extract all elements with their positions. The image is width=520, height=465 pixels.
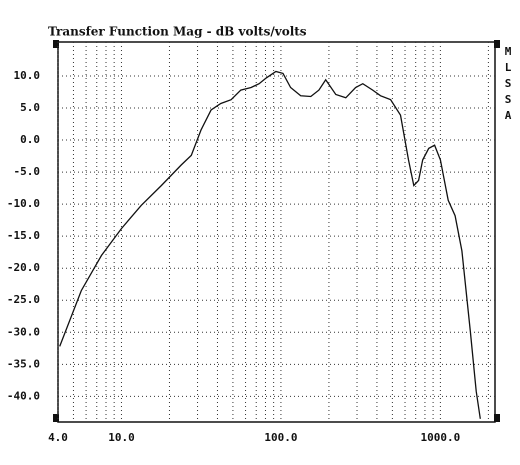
y-tick-label: -10.0	[7, 197, 40, 210]
y-tick-label: -40.0	[7, 389, 40, 402]
y-tick-label: -25.0	[7, 293, 40, 306]
side-label: S	[505, 93, 512, 106]
y-tick-label: 0.0	[20, 133, 40, 146]
corner	[494, 414, 500, 422]
plot-frame	[57, 41, 496, 423]
x-tick-label: 100.0	[264, 431, 297, 444]
y-tick-label: -5.0	[14, 165, 41, 178]
x-tick-label: 1000.0	[421, 431, 461, 444]
x-tick-label: 10.0	[108, 431, 135, 444]
side-label: M	[505, 45, 512, 58]
y-tick-label: -20.0	[7, 261, 40, 274]
side-label: S	[505, 77, 512, 90]
side-label: A	[505, 109, 512, 122]
y-tick-label: -30.0	[7, 325, 40, 338]
chart-title: Transfer Function Mag - dB volts/volts	[48, 25, 307, 39]
corner	[494, 40, 500, 48]
x-tick-label: 4.0	[48, 431, 68, 444]
side-label: L	[505, 61, 512, 74]
data-line	[59, 70, 481, 419]
y-tick-label: 5.0	[20, 101, 40, 114]
corner	[53, 414, 59, 422]
y-tick-label: -35.0	[7, 357, 40, 370]
y-tick-label: -15.0	[7, 229, 40, 242]
y-tick-label: 10.0	[14, 69, 41, 82]
corner	[53, 40, 59, 48]
